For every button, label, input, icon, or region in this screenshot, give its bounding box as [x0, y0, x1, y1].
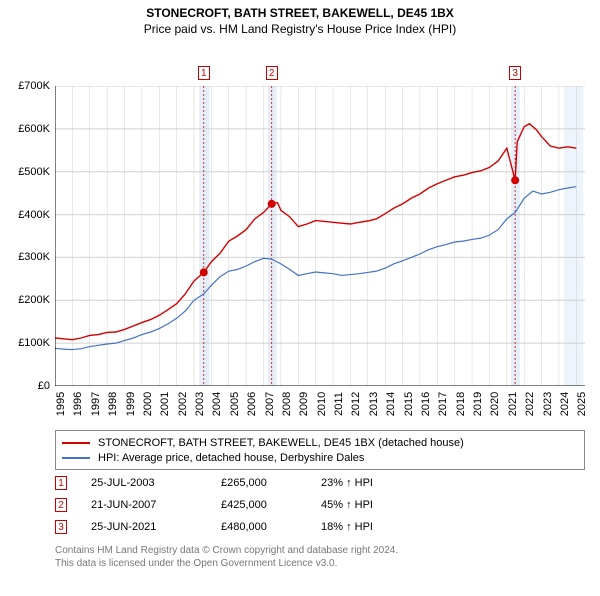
chart-plot — [55, 86, 585, 386]
chart-sale-marker-badge: 3 — [509, 66, 521, 80]
x-tick-label: 2011 — [333, 392, 345, 416]
x-tick-label: 2004 — [211, 392, 223, 416]
x-tick-label: 1997 — [90, 392, 102, 416]
attribution-line: Contains HM Land Registry data © Crown c… — [55, 544, 585, 557]
x-tick-label: 2002 — [177, 392, 189, 416]
chart-subtitle: Price paid vs. HM Land Registry's House … — [0, 22, 600, 36]
x-tick-label: 1996 — [72, 392, 84, 416]
y-tick-label: £500K — [0, 166, 50, 178]
x-tick-label: 2001 — [159, 392, 171, 416]
x-tick-label: 2006 — [246, 392, 258, 416]
x-tick-label: 2021 — [507, 392, 519, 416]
y-tick-label: £300K — [0, 251, 50, 263]
attribution-line: This data is licensed under the Open Gov… — [55, 557, 585, 570]
legend-label: STONECROFT, BATH STREET, BAKEWELL, DE45 … — [98, 437, 464, 449]
y-tick-label: £0 — [0, 380, 50, 392]
legend-label: HPI: Average price, detached house, Derb… — [98, 452, 364, 464]
legend-swatch — [62, 457, 90, 459]
sale-marker-badge: 2 — [55, 498, 67, 512]
legend-swatch — [62, 442, 90, 444]
chart-title: STONECROFT, BATH STREET, BAKEWELL, DE45 … — [0, 6, 600, 20]
x-tick-label: 2000 — [142, 392, 154, 416]
x-tick-label: 2018 — [455, 392, 467, 416]
x-tick-label: 2010 — [316, 392, 328, 416]
x-tick-label: 2015 — [403, 392, 415, 416]
x-tick-label: 2012 — [350, 392, 362, 416]
x-tick-label: 2007 — [264, 392, 276, 416]
chart-sale-marker-badge: 2 — [266, 66, 278, 80]
sale-marker-price: £480,000 — [221, 521, 321, 533]
x-tick-label: 2003 — [194, 392, 206, 416]
x-tick-label: 2025 — [576, 392, 588, 416]
sale-marker-pct: 18% ↑ HPI — [321, 521, 421, 533]
x-tick-label: 2009 — [298, 392, 310, 416]
y-tick-label: £700K — [0, 80, 50, 92]
x-tick-label: 2019 — [472, 392, 484, 416]
x-tick-label: 2008 — [281, 392, 293, 416]
x-tick-label: 2005 — [229, 392, 241, 416]
sale-marker-row: 1 25-JUL-2003£265,00023% ↑ HPI — [55, 472, 585, 494]
x-tick-label: 1999 — [125, 392, 137, 416]
chart-sale-marker-badge: 1 — [198, 66, 210, 80]
sale-marker-badge: 1 — [55, 476, 67, 490]
sale-marker-price: £265,000 — [221, 477, 321, 489]
y-tick-label: £200K — [0, 294, 50, 306]
sale-marker-date: 25-JUL-2003 — [91, 477, 221, 489]
legend: STONECROFT, BATH STREET, BAKEWELL, DE45 … — [55, 430, 585, 470]
legend-row: HPI: Average price, detached house, Derb… — [62, 450, 578, 465]
sale-marker-pct: 23% ↑ HPI — [321, 477, 421, 489]
sale-marker-date: 25-JUN-2021 — [91, 521, 221, 533]
attribution-text: Contains HM Land Registry data © Crown c… — [55, 544, 585, 570]
x-tick-label: 2022 — [524, 392, 536, 416]
x-tick-label: 2017 — [437, 392, 449, 416]
sale-marker-date: 21-JUN-2007 — [91, 499, 221, 511]
y-tick-label: £400K — [0, 209, 50, 221]
x-tick-label: 2023 — [542, 392, 554, 416]
sale-marker-badge: 3 — [55, 520, 67, 534]
sale-marker-price: £425,000 — [221, 499, 321, 511]
x-tick-label: 2013 — [368, 392, 380, 416]
sale-marker-row: 2 21-JUN-2007£425,00045% ↑ HPI — [55, 494, 585, 516]
y-tick-label: £600K — [0, 123, 50, 135]
sales-markers-table: 1 25-JUL-2003£265,00023% ↑ HPI 2 21-JUN-200… — [55, 472, 585, 538]
x-tick-label: 1995 — [55, 392, 67, 416]
x-tick-label: 2024 — [559, 392, 571, 416]
x-tick-label: 2020 — [489, 392, 501, 416]
x-tick-label: 2014 — [385, 392, 397, 416]
legend-row: STONECROFT, BATH STREET, BAKEWELL, DE45 … — [62, 435, 578, 450]
sale-marker-pct: 45% ↑ HPI — [321, 499, 421, 511]
sale-marker-row: 3 25-JUN-2021£480,00018% ↑ HPI — [55, 516, 585, 538]
x-tick-label: 2016 — [420, 392, 432, 416]
x-tick-label: 1998 — [107, 392, 119, 416]
y-tick-label: £100K — [0, 337, 50, 349]
chart-container: STONECROFT, BATH STREET, BAKEWELL, DE45 … — [0, 6, 600, 596]
